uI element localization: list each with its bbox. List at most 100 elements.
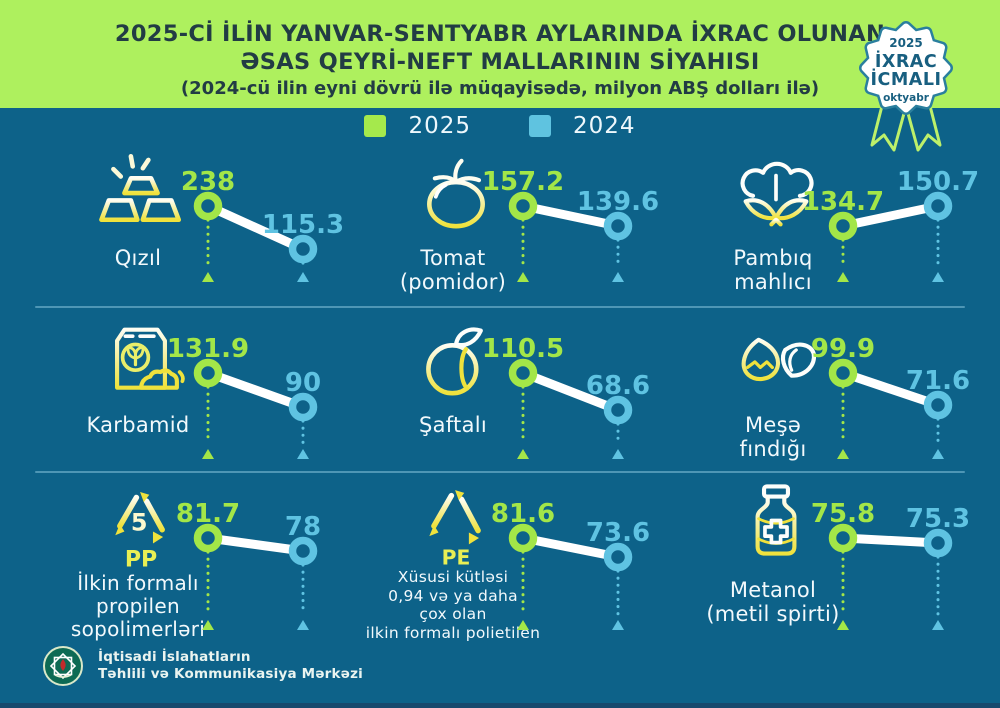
footer: İqtisadi İslahatların Təhlili və Kommuni… bbox=[42, 645, 363, 687]
legend-item-2024: 2024 bbox=[529, 113, 636, 139]
gold-bars-icon bbox=[58, 148, 223, 240]
value-2025: 75.8 bbox=[811, 499, 875, 529]
value-2025: 157.2 bbox=[482, 167, 564, 197]
badge-month: oktyabr bbox=[883, 92, 930, 104]
item-label: Meşə fındığı bbox=[739, 413, 807, 461]
marker-2024 bbox=[923, 191, 953, 221]
marker-2025 bbox=[828, 358, 858, 388]
marker-2025 bbox=[828, 211, 858, 241]
marker-2025 bbox=[193, 191, 223, 221]
svg-text:PE: PE bbox=[441, 546, 470, 570]
value-2025: 81.6 bbox=[491, 499, 555, 529]
item-label: Tomat (pomidor) bbox=[399, 246, 507, 294]
marker-2025 bbox=[508, 523, 538, 553]
header-band: 2025-Cİ İLİN YANVAR-SENTYABR AYLARINDA İ… bbox=[0, 0, 1000, 108]
legend-item-2025: 2025 bbox=[364, 113, 471, 139]
marker-2024 bbox=[923, 390, 953, 420]
marker-2024 bbox=[288, 536, 318, 566]
legend-label: 2025 bbox=[408, 113, 471, 139]
item-chart: 81.7 78 bbox=[176, 499, 321, 630]
org-name: İqtisadi İslahatların Təhlili və Kommuni… bbox=[98, 649, 363, 683]
item-card-recycle-pp: 5 PP İlkin formalı propilen sopolimerləri 81.… bbox=[40, 480, 352, 641]
item-label: Pambıq mahlıcı bbox=[733, 246, 813, 294]
item-chart: 238 115.3 bbox=[181, 167, 344, 282]
marker-2025 bbox=[828, 523, 858, 553]
marker-2025 bbox=[193, 523, 223, 553]
cotton-icon bbox=[693, 148, 858, 240]
bottom-strip bbox=[0, 703, 1000, 708]
badge-title-1: İXRAC bbox=[875, 50, 937, 72]
item-card-methanol-bottle: Metanol (metil spirti) 75.8 75.3 bbox=[675, 480, 987, 640]
row-separator-1 bbox=[35, 306, 965, 308]
item-card-hazelnut: Meşə fındığı 99.9 71.6 bbox=[675, 315, 987, 475]
tomato-icon bbox=[373, 148, 538, 240]
methanol-bottle-icon bbox=[693, 480, 858, 572]
value-2024: 68.6 bbox=[586, 371, 650, 401]
recycle-pe-icon: PE bbox=[373, 480, 538, 572]
legend: 2025 2024 bbox=[0, 113, 1000, 139]
badge-seal-icon bbox=[861, 23, 951, 113]
row-separator-2 bbox=[35, 471, 965, 473]
value-2025: 238 bbox=[181, 167, 235, 197]
value-2024: 75.3 bbox=[906, 504, 970, 534]
org-line-2: Təhlili və Kommunikasiya Mərkəzi bbox=[98, 666, 363, 682]
item-chart: 157.2 139.6 bbox=[482, 167, 659, 282]
org-line-1: İqtisadi İslahatların bbox=[98, 649, 251, 665]
org-emblem-icon bbox=[43, 646, 83, 686]
marker-2025 bbox=[193, 358, 223, 388]
item-label: Metanol (metil spirti) bbox=[706, 578, 840, 626]
value-2024: 71.6 bbox=[906, 366, 970, 396]
item-chart: 81.6 73.6 bbox=[491, 499, 650, 630]
marker-2024 bbox=[288, 392, 318, 422]
value-2025: 99.9 bbox=[811, 334, 875, 364]
marker-2024 bbox=[603, 395, 633, 425]
legend-swatch-icon bbox=[529, 115, 551, 137]
item-label: Karbamid bbox=[86, 413, 190, 437]
item-card-peach: Şaftalı 110.5 68.6 bbox=[355, 315, 667, 475]
legend-swatch-icon bbox=[364, 115, 387, 137]
item-label: Qızıl bbox=[114, 246, 162, 270]
badge-year: 2025 bbox=[889, 36, 922, 50]
item-label: Xüsusi kütləsi 0,94 və ya daha çox olan ilk… bbox=[365, 568, 541, 642]
value-2025: 110.5 bbox=[482, 334, 564, 364]
item-chart: 110.5 68.6 bbox=[482, 334, 650, 459]
item-chart: 99.9 71.6 bbox=[811, 334, 970, 459]
fertilizer-bag-icon bbox=[58, 315, 223, 407]
recycle-pp-icon: 5 PP bbox=[58, 480, 223, 572]
value-2024: 90 bbox=[285, 368, 321, 398]
item-card-gold-bars: Qızıl 238 115.3 bbox=[40, 148, 352, 308]
value-2024: 150.7 bbox=[897, 167, 979, 197]
item-card-fertilizer-bag: Karbamid 131.9 90 bbox=[40, 315, 352, 475]
svg-text:PP: PP bbox=[124, 547, 156, 572]
edition-badge: 2025 İXRAC İCMALI oktyabr bbox=[859, 21, 953, 152]
item-chart: 75.8 75.3 bbox=[811, 499, 970, 630]
peach-icon bbox=[373, 315, 538, 407]
item-label: Şaftalı bbox=[418, 413, 488, 437]
marker-2024 bbox=[603, 542, 633, 572]
item-card-cotton: Pambıq mahlıcı 134.7 150.7 bbox=[675, 148, 987, 308]
value-2024: 73.6 bbox=[586, 518, 650, 548]
value-2025: 81.7 bbox=[176, 499, 240, 529]
item-chart: 134.7 150.7 bbox=[802, 167, 979, 282]
marker-2024 bbox=[288, 234, 318, 264]
subtitle: (2024-cü ilin eyni dövrü ilə müqayisədə,… bbox=[180, 78, 820, 99]
hazelnut-icon bbox=[693, 315, 858, 407]
title-line-2: ƏSAS QEYRİ-NEFT MALLARININ SİYAHISI bbox=[240, 49, 760, 75]
value-2024: 139.6 bbox=[577, 187, 659, 217]
item-card-tomato: Tomat (pomidor) 157.2 139.6 bbox=[355, 148, 667, 308]
value-2025: 131.9 bbox=[167, 334, 249, 364]
marker-2024 bbox=[603, 211, 633, 241]
value-2024: 78 bbox=[285, 512, 321, 542]
value-2025: 134.7 bbox=[802, 187, 884, 217]
value-2024: 115.3 bbox=[262, 210, 344, 240]
item-card-recycle-pe: PE Xüsusi kütləsi 0,94 və ya daha çox olan i… bbox=[355, 480, 667, 642]
legend-label: 2024 bbox=[573, 113, 636, 139]
badge-title-2: İCMALI bbox=[871, 68, 942, 90]
marker-2025 bbox=[508, 191, 538, 221]
item-chart: 131.9 90 bbox=[167, 334, 321, 459]
marker-2024 bbox=[923, 528, 953, 558]
svg-text:5: 5 bbox=[130, 509, 147, 537]
item-label: İlkin formalı propilen sopolimerləri bbox=[70, 571, 206, 641]
marker-2025 bbox=[508, 358, 538, 388]
